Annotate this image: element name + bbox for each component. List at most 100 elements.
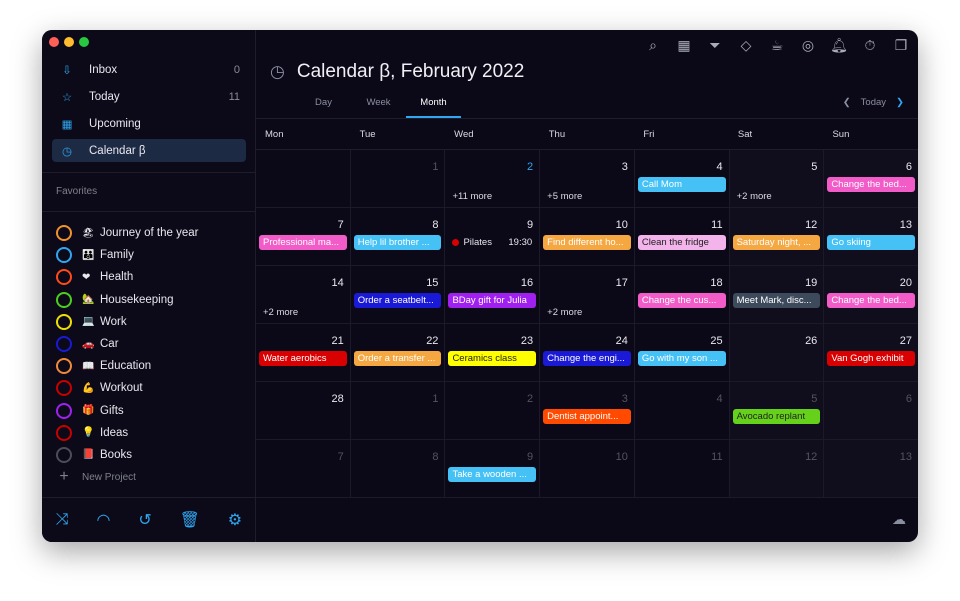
cloud-icon[interactable]: ☁︎	[892, 511, 906, 527]
rainbow-icon[interactable]: ◠	[96, 512, 111, 529]
project-education[interactable]: 📖 Education	[56, 355, 198, 377]
filter-icon[interactable]: ⏷	[709, 37, 721, 53]
project-journey-of-the-year[interactable]: 🏖 Journey of the year	[56, 222, 198, 244]
project-books[interactable]: 📕 Books	[56, 444, 198, 466]
event-pill[interactable]: Change the bed...	[827, 293, 916, 308]
day-cell[interactable]: 20 Change the bed...	[824, 266, 918, 323]
day-cell[interactable]: 10 Find different ho...	[540, 208, 635, 265]
focus-icon[interactable]: ◎	[801, 37, 815, 53]
new-project-button[interactable]: + New Project	[56, 466, 198, 488]
tag-icon[interactable]: ◇	[740, 37, 752, 53]
previous-icon[interactable]: ❮	[842, 97, 851, 108]
event-pill[interactable]: Clean the fridge	[637, 235, 726, 250]
event-pill[interactable]: Order a transfer ...	[353, 351, 442, 366]
event-pill[interactable]: Professional ma...	[259, 235, 347, 250]
day-cell[interactable]: 24 Change the engi...	[540, 324, 635, 381]
sidebar-item-today[interactable]: ☆ Today 11	[52, 85, 246, 108]
bell-icon[interactable]: 🔔︎	[830, 37, 848, 53]
history-icon[interactable]: ↺	[138, 512, 152, 529]
today-button[interactable]: Today	[860, 97, 887, 108]
day-cell[interactable]: 28	[256, 382, 351, 439]
more-events-link[interactable]: +2 more	[263, 307, 299, 318]
day-cell[interactable]: 10	[540, 440, 635, 497]
more-events-link[interactable]: +2 more	[547, 307, 583, 318]
day-cell[interactable]: 5 +2 more	[729, 150, 825, 207]
project-car[interactable]: 🚗 Car	[56, 333, 198, 355]
tab-month[interactable]: Month	[406, 92, 461, 118]
project-workout[interactable]: 💪 Workout	[56, 377, 198, 399]
day-cell[interactable]: 22 Order a transfer ...	[351, 324, 446, 381]
event-pill[interactable]: Go skiing	[827, 235, 916, 250]
project-housekeeping[interactable]: 🏡 Housekeeping	[56, 289, 198, 311]
day-cell[interactable]: 8 Help lil brother ...	[351, 208, 446, 265]
more-events-link[interactable]: +11 more	[452, 191, 493, 202]
tab-day[interactable]: Day	[315, 97, 332, 108]
event-pill[interactable]: Ceramics class	[448, 351, 537, 366]
event-pill[interactable]: Dentist appoint...	[543, 409, 631, 424]
day-cell[interactable]: 27 Van Gogh exhibit	[824, 324, 918, 381]
day-cell[interactable]: 2 +11 more	[445, 150, 541, 207]
day-cell[interactable]: 13	[824, 440, 918, 497]
day-cell[interactable]: 21 Water aerobics	[256, 324, 351, 381]
timed-event[interactable]: Pilates 19:30	[448, 235, 536, 250]
day-cell[interactable]: 23 Ceramics class	[445, 324, 541, 381]
day-cell[interactable]: 8	[351, 440, 446, 497]
next-icon[interactable]: ❯	[896, 97, 904, 108]
day-cell[interactable]: 5 Avocado replant	[729, 382, 825, 439]
day-cell[interactable]: 9 Take a wooden ...	[445, 440, 541, 497]
day-cell[interactable]: 3 Dentist appoint...	[540, 382, 635, 439]
day-cell[interactable]: 7 Professional ma...	[256, 208, 351, 265]
project-family[interactable]: 👪 Family	[56, 244, 198, 266]
day-cell[interactable]: 6 Change the bed...	[824, 150, 918, 207]
sidebar-item-upcoming[interactable]: ▦ Upcoming	[52, 112, 246, 135]
day-cell[interactable]: 9 Pilates 19:30	[445, 208, 541, 265]
stopwatch-icon[interactable]: ⏱︎	[864, 37, 876, 53]
day-cell[interactable]: 12 Saturday night, ...	[729, 208, 825, 265]
day-cell[interactable]: 13 Go skiing	[824, 208, 918, 265]
gear-icon[interactable]: ⚙	[227, 512, 243, 529]
search-icon[interactable]: ⌕	[649, 37, 657, 53]
project-health[interactable]: ❤ Health	[56, 266, 198, 288]
day-cell[interactable]: 1	[351, 382, 446, 439]
coffee-icon[interactable]: ☕︎	[770, 37, 784, 53]
minimize-button[interactable]	[64, 37, 74, 47]
day-cell[interactable]: 18 Change the cus...	[635, 266, 730, 323]
event-pill[interactable]: Change the cus...	[637, 293, 726, 308]
event-pill[interactable]: Van Gogh exhibit	[827, 351, 916, 366]
day-cell[interactable]: 17 +2 more	[540, 266, 635, 323]
project-gifts[interactable]: 🎁 Gifts	[56, 400, 198, 422]
event-pill[interactable]: Meet Mark, disc...	[732, 293, 821, 308]
day-cell[interactable]: 4 Call Mom	[635, 150, 730, 207]
day-cell[interactable]: 15 Order a seatbelt...	[351, 266, 446, 323]
sidebar-item-calendar[interactable]: ◷ Calendar β	[52, 139, 246, 162]
shuffle-icon[interactable]: ⤨	[55, 511, 69, 528]
day-cell[interactable]: 25 Go with my son ...	[635, 324, 730, 381]
event-pill[interactable]: Call Mom	[637, 177, 726, 192]
close-button[interactable]	[49, 37, 59, 47]
event-pill[interactable]: BDay gift for Julia	[448, 293, 537, 308]
trash-icon[interactable]: 🗑︎	[179, 512, 200, 529]
event-pill[interactable]: Find different ho...	[543, 235, 631, 250]
tab-week[interactable]: Week	[366, 97, 391, 108]
event-pill[interactable]: Help lil brother ...	[353, 235, 442, 250]
event-pill[interactable]: Order a seatbelt...	[353, 293, 442, 308]
day-cell[interactable]	[256, 150, 351, 207]
day-cell[interactable]: 11	[635, 440, 730, 497]
day-cell[interactable]: 1	[351, 150, 446, 207]
zoom-button[interactable]	[79, 37, 89, 47]
day-cell[interactable]: 12	[729, 440, 825, 497]
day-cell[interactable]: 3 +5 more	[540, 150, 635, 207]
day-cell[interactable]: 7	[256, 440, 351, 497]
event-pill[interactable]: Go with my son ...	[637, 351, 726, 366]
event-pill[interactable]: Change the engi...	[543, 351, 631, 366]
project-ideas[interactable]: 💡 Ideas	[56, 422, 198, 444]
event-pill[interactable]: Water aerobics	[259, 351, 347, 366]
sidebar-item-inbox[interactable]: ⇩ Inbox 0	[52, 58, 246, 81]
day-cell[interactable]: 26	[729, 324, 825, 381]
day-cell[interactable]: 14 +2 more	[256, 266, 351, 323]
event-pill[interactable]: Change the bed...	[827, 177, 916, 192]
more-events-link[interactable]: +5 more	[547, 191, 583, 202]
event-pill[interactable]: Take a wooden ...	[448, 467, 537, 482]
more-events-link[interactable]: +2 more	[736, 191, 772, 202]
day-cell[interactable]: 11 Clean the fridge	[635, 208, 730, 265]
